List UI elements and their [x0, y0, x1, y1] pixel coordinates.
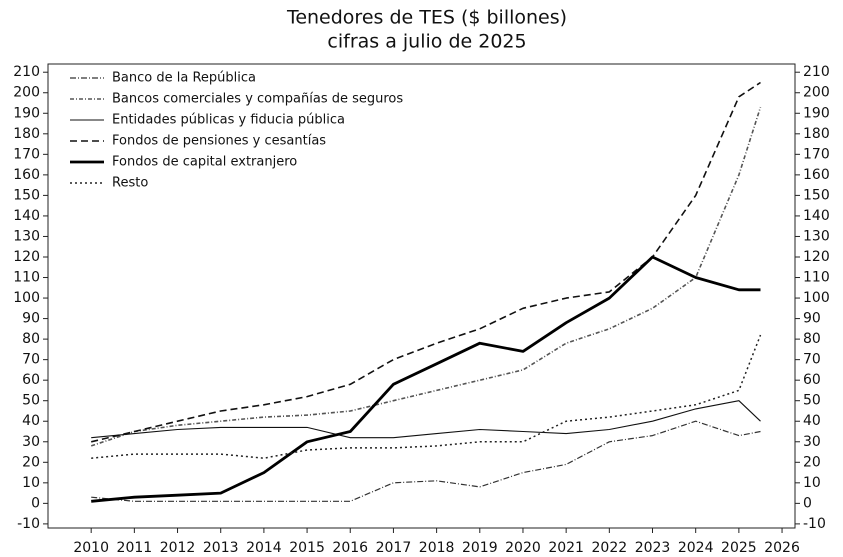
x-tick-label: 2017: [376, 540, 412, 556]
x-tick-label: 2013: [203, 540, 239, 556]
x-tick-label: 2015: [289, 540, 325, 556]
y2-tick-label: 110: [803, 270, 830, 286]
series-line: [91, 420, 761, 502]
y-tick-label: 140: [13, 208, 40, 224]
y-tick-label: 170: [13, 146, 40, 162]
y-tick-label: 200: [13, 85, 40, 101]
legend-label: Banco de la República: [112, 71, 256, 86]
y-tick-label: 50: [22, 393, 40, 409]
x-tick-label: 2022: [592, 540, 628, 556]
y2-tick-label: 200: [803, 85, 830, 101]
y-tick-label: 0: [31, 495, 40, 511]
y2-tick-label: 80: [803, 331, 821, 347]
y2-tick-label: 160: [803, 167, 830, 183]
y-tick-label: 70: [22, 352, 40, 368]
legend-label: Entidades públicas y fiducia pública: [112, 113, 345, 128]
y-tick-label: 30: [22, 434, 40, 450]
y-tick-label: 110: [13, 270, 40, 286]
y2-tick-label: 130: [803, 228, 830, 244]
x-tick-label: 2021: [548, 540, 584, 556]
x-tick-label: 2020: [505, 540, 541, 556]
y2-tick-label: 60: [803, 372, 821, 388]
legend-label: Resto: [112, 176, 148, 191]
y2-tick-label: -10: [803, 516, 826, 532]
y2-tick-label: 20: [803, 454, 821, 470]
chart-subtitle: cifras a julio de 2025: [327, 31, 526, 53]
y-tick-label: 120: [13, 249, 40, 265]
x-tick-label: 2014: [246, 540, 282, 556]
chart-title: Tenedores de TES ($ billones): [286, 7, 567, 29]
x-tick-label: 2018: [419, 540, 455, 556]
y2-tick-label: 180: [803, 126, 830, 142]
y-tick-label: 20: [22, 454, 40, 470]
y-tick-label: 80: [22, 331, 40, 347]
y-tick-label: -10: [17, 516, 40, 532]
y-tick-label: 90: [22, 311, 40, 327]
y-tick-label: 60: [22, 372, 40, 388]
x-tick-label: 2010: [73, 540, 109, 556]
y-tick-label: 100: [13, 290, 40, 306]
y-tick-label: 130: [13, 228, 40, 244]
y2-tick-label: 210: [803, 64, 830, 80]
series-line: [91, 334, 762, 459]
x-tick-label: 2016: [332, 540, 368, 556]
y2-tick-label: 90: [803, 311, 821, 327]
x-tick-label: 2023: [635, 540, 671, 556]
x-tick-label: 2019: [462, 540, 498, 556]
x-tick-label: 2012: [160, 540, 196, 556]
y2-tick-label: 100: [803, 290, 830, 306]
y2-tick-label: 40: [803, 413, 821, 429]
y-tick-label: 150: [13, 187, 40, 203]
x-tick-label: 2011: [117, 540, 153, 556]
x-tick-label: 2026: [764, 540, 800, 556]
y-tick-label: 210: [13, 64, 40, 80]
y-tick-label: 180: [13, 126, 40, 142]
y2-tick-label: 150: [803, 187, 830, 203]
legend-label: Fondos de pensiones y cesantías: [112, 134, 326, 149]
series-line: [91, 255, 761, 503]
y-tick-label: 40: [22, 413, 40, 429]
y2-tick-label: 140: [803, 208, 830, 224]
y2-tick-label: 170: [803, 146, 830, 162]
y-tick-label: 190: [13, 105, 40, 121]
y-tick-label: 10: [22, 475, 40, 491]
series-line: [90, 106, 762, 447]
y-tick-label: 160: [13, 167, 40, 183]
y2-tick-label: 10: [803, 475, 821, 491]
y2-tick-label: 0: [803, 495, 812, 511]
y2-tick-label: 30: [803, 434, 821, 450]
legend-label: Bancos comerciales y compañías de seguro…: [112, 92, 403, 107]
y2-tick-label: 70: [803, 352, 821, 368]
y2-tick-label: 120: [803, 249, 830, 265]
y2-tick-label: 50: [803, 393, 821, 409]
legend-label: Fondos de capital extranjero: [112, 155, 297, 170]
y2-tick-label: 190: [803, 105, 830, 121]
x-tick-label: 2025: [721, 540, 757, 556]
series-line: [91, 400, 761, 439]
x-tick-label: 2024: [678, 540, 714, 556]
plot-frame: [47, 63, 796, 529]
